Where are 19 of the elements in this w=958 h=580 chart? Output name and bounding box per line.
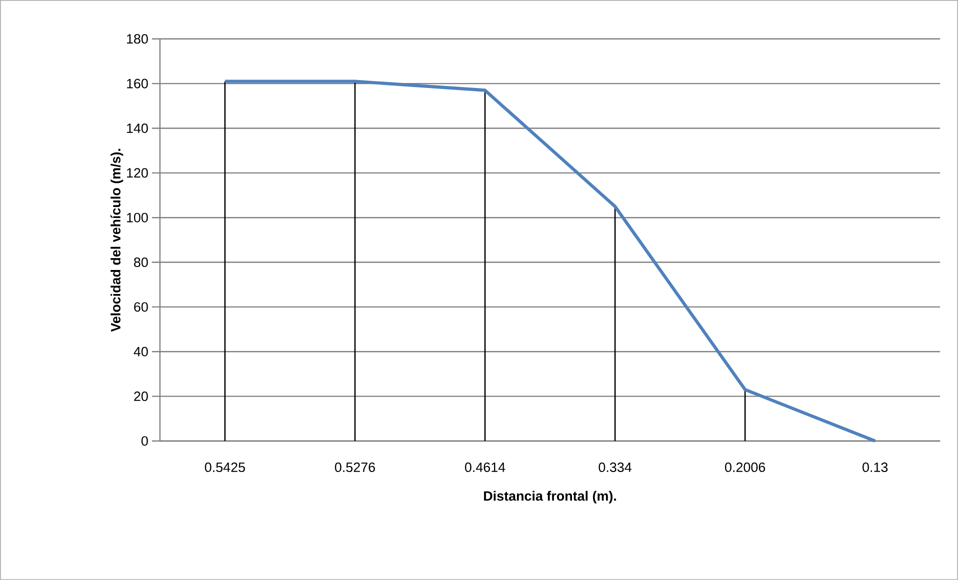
y-tick-label: 100 — [127, 212, 148, 222]
x-axis-title: Distancia frontal (m). — [484, 490, 616, 504]
x-tick-label: 0.13 — [862, 462, 888, 472]
y-tick-label: 140 — [127, 124, 148, 134]
x-tick-label: 0.2006 — [725, 462, 766, 472]
x-tick-label: 0.5276 — [334, 462, 375, 472]
y-tick-label: 40 — [134, 346, 148, 356]
y-tick-label: 20 — [134, 392, 148, 402]
y-axis-title: Velocidad del vehículo (m/s). — [110, 148, 124, 332]
x-tick-label: 0.4614 — [464, 462, 506, 472]
y-tick-label: 60 — [134, 302, 148, 312]
x-tick-label: 0.334 — [598, 462, 632, 472]
line-series — [223, 80, 877, 443]
y-tick-label: 180 — [127, 34, 148, 44]
y-tick-label: 0 — [141, 436, 148, 446]
y-tick-label: 160 — [127, 78, 148, 88]
y-tick-label: 80 — [134, 258, 148, 268]
y-tick-label: 120 — [127, 168, 148, 178]
x-tick-label: 0.5425 — [204, 462, 245, 472]
